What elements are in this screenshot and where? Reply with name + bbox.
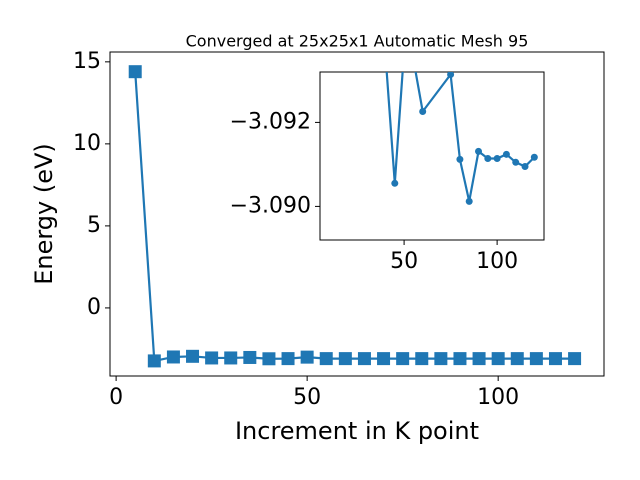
data-point — [224, 351, 238, 365]
x-tick-label: 50 — [293, 385, 321, 410]
data-point — [493, 155, 501, 163]
data-point — [166, 350, 180, 364]
data-point — [147, 354, 161, 368]
x-axis-label: Increment in K point — [235, 417, 479, 445]
data-point — [319, 352, 333, 366]
data-point — [453, 352, 467, 366]
data-point — [434, 352, 448, 366]
data-point — [548, 352, 562, 366]
y-tick-label: 5 — [87, 213, 101, 238]
data-point — [338, 352, 352, 366]
x-tick-label: 0 — [109, 385, 123, 410]
chart-title: Converged at 25x25x1 Automatic Mesh 95 — [186, 32, 529, 51]
x-tick-label: 100 — [476, 249, 518, 274]
data-point — [396, 352, 410, 366]
data-point — [475, 147, 483, 155]
data-point — [512, 158, 520, 166]
data-point — [262, 352, 276, 366]
data-point — [281, 352, 295, 366]
plot-area — [385, 72, 538, 205]
data-point — [243, 350, 257, 364]
data-point — [502, 150, 510, 158]
y-tick-label: 0 — [87, 295, 101, 320]
data-point — [419, 107, 427, 115]
data-point — [391, 179, 399, 187]
y-tick-label: −3.090 — [230, 193, 311, 218]
axes-frame — [319, 71, 545, 241]
data-point — [357, 352, 371, 366]
y-axis-label: Energy (eV) — [30, 143, 58, 285]
data-point — [456, 155, 464, 163]
y-tick-label: 10 — [73, 131, 101, 156]
data-point — [128, 65, 142, 79]
data-point — [377, 352, 391, 366]
data-point — [447, 72, 455, 79]
data-point — [521, 163, 529, 170]
data-point — [186, 349, 200, 363]
y-tick-label: −3.092 — [230, 109, 311, 134]
data-point — [205, 351, 219, 365]
y-tick-label: 15 — [73, 49, 101, 74]
data-point — [484, 155, 492, 163]
data-point — [300, 350, 314, 364]
data-point — [465, 197, 473, 205]
data-point — [491, 352, 505, 366]
data-point — [529, 352, 543, 366]
x-tick-label: 100 — [477, 385, 519, 410]
plot-area — [128, 65, 582, 368]
data-point — [568, 352, 582, 366]
data-point — [415, 352, 429, 366]
data-point — [472, 352, 486, 366]
data-point — [530, 153, 538, 161]
data-point — [510, 352, 524, 366]
x-tick-label: 50 — [390, 249, 418, 274]
